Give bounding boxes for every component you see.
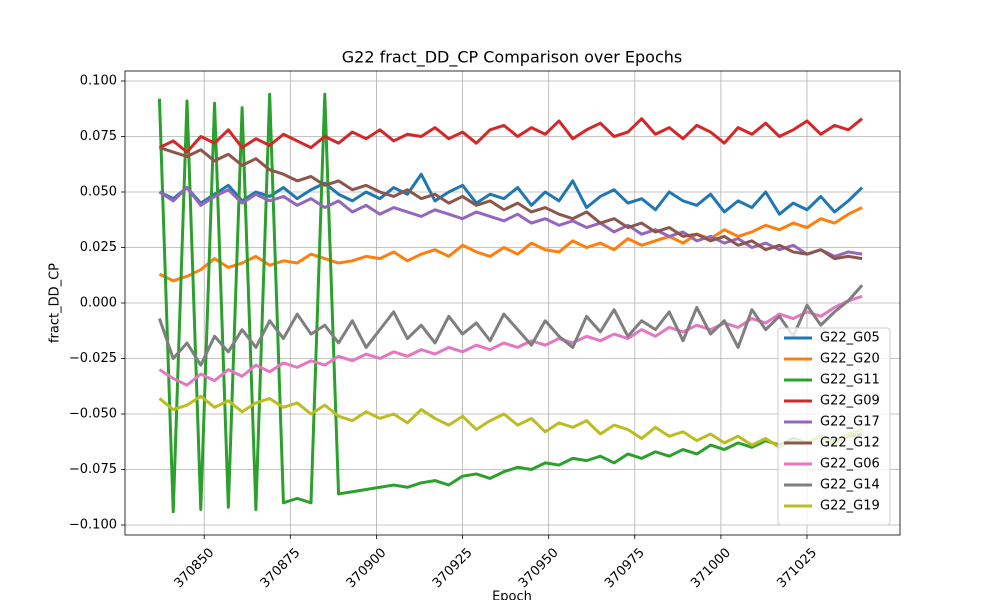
legend-label: G22_G19: [820, 499, 880, 514]
y-axis-label: fract_DD_CP: [48, 263, 63, 343]
y-tick-label: −0.075: [69, 462, 117, 477]
legend-label: G22_G12: [820, 436, 880, 451]
legend-label: G22_G11: [820, 373, 880, 388]
legend: G22_G05 G22_G20 G22_G11 G22_G09 G22_G17 G22_G…: [777, 327, 891, 526]
legend-label: G22_G06: [820, 457, 880, 472]
y-tick-label: 0.025: [80, 240, 117, 255]
series-line: [158, 294, 863, 387]
series-line: [158, 394, 863, 449]
legend-label: G22_G09: [820, 394, 880, 409]
legend-label: G22_G20: [820, 352, 880, 367]
x-axis-label: Epoch: [492, 590, 532, 600]
series-line: [157, 92, 863, 514]
lines: [157, 92, 864, 514]
y-tick-label: −0.025: [69, 351, 117, 366]
series-line: [158, 172, 864, 216]
legend-label: G22_G05: [820, 331, 880, 346]
legend-label: G22_G14: [820, 478, 880, 493]
legend-box: [777, 327, 891, 526]
y-tick-label: −0.050: [69, 407, 117, 422]
series-line: [158, 117, 864, 154]
plot-frame: [124, 70, 901, 536]
y-tick-label: 0.075: [80, 129, 117, 144]
y-tick-label: 0.100: [80, 73, 117, 88]
y-tick-label: 0.000: [80, 296, 117, 311]
series-line: [158, 284, 864, 367]
y-tick-label: −0.100: [69, 518, 117, 533]
chart-title: G22 fract_DD_CP Comparison over Epochs: [342, 48, 682, 68]
legend-label: G22_G17: [820, 415, 880, 430]
series-line: [158, 146, 863, 261]
y-tick-label: 0.050: [80, 184, 117, 199]
